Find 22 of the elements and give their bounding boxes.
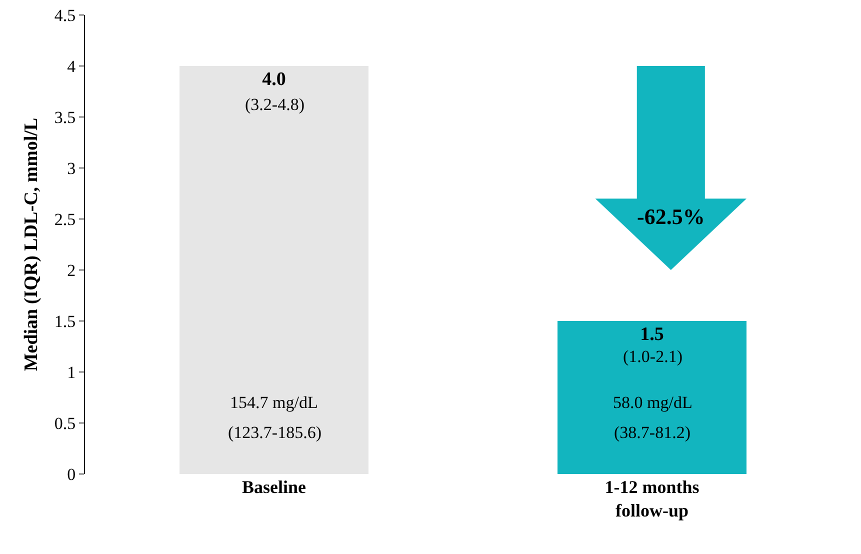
y-tick-label: 2.5 <box>54 210 76 229</box>
x-tick-label: Baseline <box>242 477 306 497</box>
y-tick-label: 4.5 <box>54 6 76 25</box>
annotation: (123.7-185.6) <box>228 423 322 442</box>
annotation: (1.0-2.1) <box>623 347 682 366</box>
annotation: 154.7 mg/dL <box>230 393 318 412</box>
annotation: -62.5% <box>637 204 705 229</box>
y-tick-label: 3 <box>67 158 76 178</box>
y-tick-label: 3.5 <box>54 108 76 127</box>
annotation: 58.0 mg/dL <box>613 393 692 412</box>
data-label: 4.0 <box>262 69 286 90</box>
y-tick-label: 1 <box>67 362 76 382</box>
x-tick-label: 1-12 months follow-up <box>604 477 700 520</box>
y-tick-label: 4 <box>67 56 76 76</box>
y-tick-label: 2 <box>67 260 76 280</box>
y-tick-label: 0.5 <box>54 414 76 433</box>
annotation: (3.2-4.8) <box>245 95 304 114</box>
y-axis-title: Median (IQR) LDL-C, mmol/L <box>21 118 42 372</box>
y-tick-label: 1.5 <box>54 312 76 331</box>
data-label: 1.5 <box>640 324 664 345</box>
y-tick-label: 0 <box>67 464 76 484</box>
annotation: (38.7-81.2) <box>614 423 690 442</box>
